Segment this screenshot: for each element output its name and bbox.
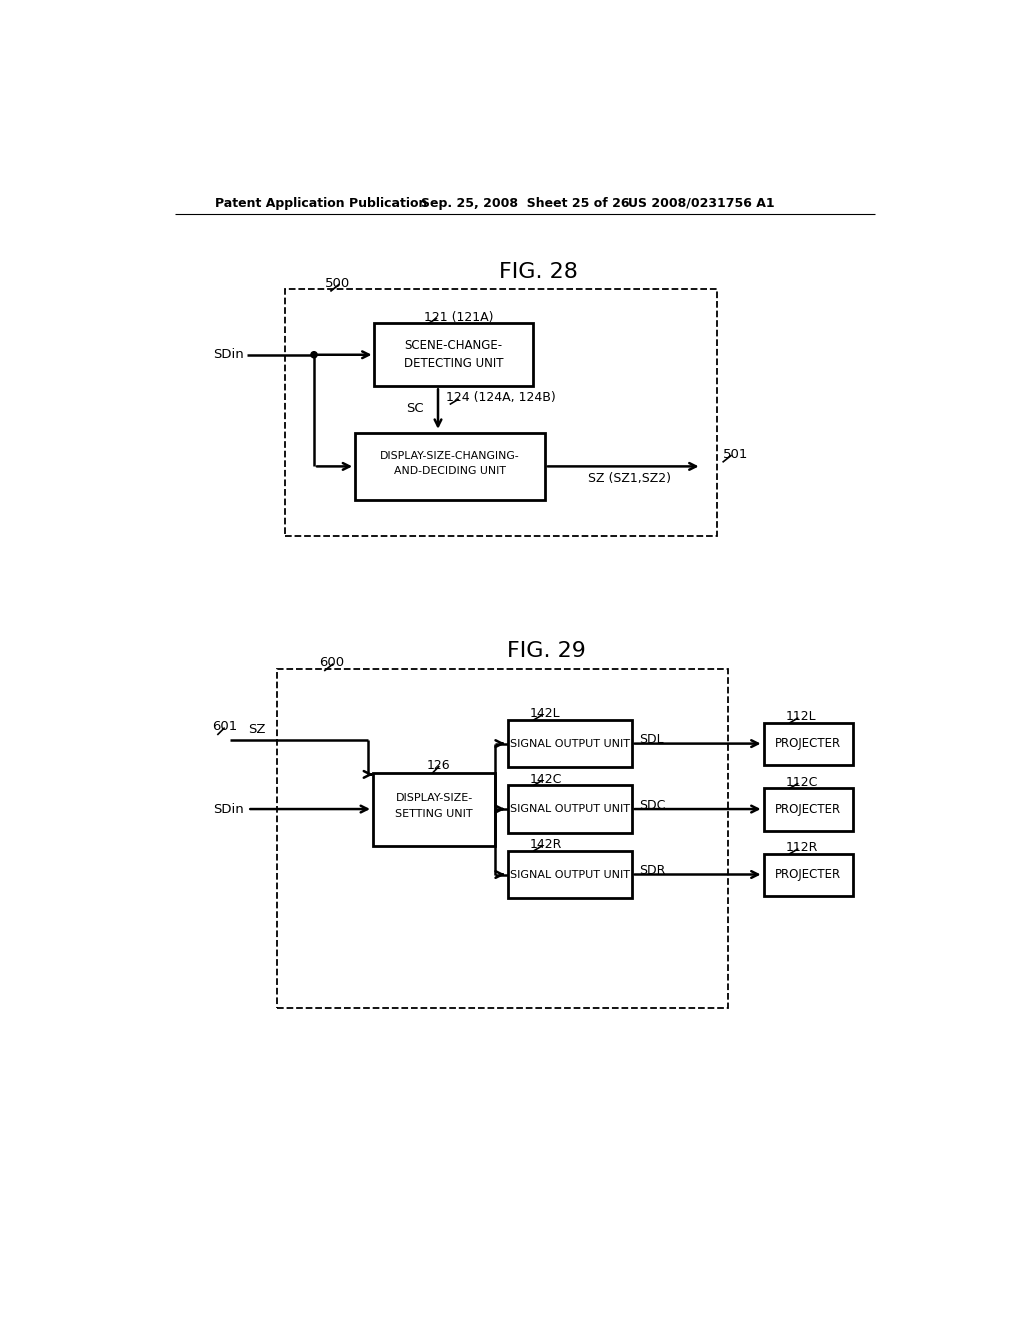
Text: SZ: SZ — [248, 723, 265, 737]
Text: 601: 601 — [212, 721, 237, 733]
Text: 121 (121A): 121 (121A) — [424, 310, 494, 323]
Text: SCENE-CHANGE-: SCENE-CHANGE- — [404, 339, 503, 352]
Text: AND-DECIDING UNIT: AND-DECIDING UNIT — [393, 466, 506, 477]
Text: 124 (124A, 124B): 124 (124A, 124B) — [445, 391, 555, 404]
Text: DISPLAY-SIZE-: DISPLAY-SIZE- — [395, 793, 473, 804]
Text: SETTING UNIT: SETTING UNIT — [395, 809, 473, 818]
Text: DISPLAY-SIZE-CHANGING-: DISPLAY-SIZE-CHANGING- — [380, 450, 519, 461]
Text: SDL: SDL — [640, 733, 665, 746]
Text: DETECTING UNIT: DETECTING UNIT — [403, 358, 503, 371]
Bar — [375, 323, 534, 387]
Text: Patent Application Publication: Patent Application Publication — [215, 197, 427, 210]
Text: PROJECTER: PROJECTER — [774, 869, 841, 880]
Text: FIG. 29: FIG. 29 — [507, 642, 586, 661]
Text: US 2008/0231756 A1: US 2008/0231756 A1 — [628, 197, 774, 210]
Text: SIGNAL OUTPUT UNIT: SIGNAL OUTPUT UNIT — [510, 870, 630, 879]
Text: SDin: SDin — [213, 803, 245, 816]
Bar — [764, 788, 853, 830]
Text: 500: 500 — [325, 277, 350, 289]
Text: SC: SC — [407, 403, 424, 416]
Text: Sep. 25, 2008  Sheet 25 of 26: Sep. 25, 2008 Sheet 25 of 26 — [421, 197, 630, 210]
Bar — [355, 433, 545, 500]
Text: SDR: SDR — [640, 865, 666, 878]
Text: 501: 501 — [723, 447, 749, 461]
Text: 112R: 112R — [785, 841, 817, 854]
Bar — [508, 850, 632, 899]
Bar — [276, 669, 728, 1007]
Bar — [373, 774, 496, 846]
Bar — [508, 719, 632, 767]
Text: 600: 600 — [318, 656, 344, 669]
Text: SZ (SZ1,SZ2): SZ (SZ1,SZ2) — [588, 473, 671, 486]
Bar — [764, 723, 853, 766]
Text: SDin: SDin — [213, 348, 245, 362]
Text: SIGNAL OUTPUT UNIT: SIGNAL OUTPUT UNIT — [510, 739, 630, 748]
Text: SIGNAL OUTPUT UNIT: SIGNAL OUTPUT UNIT — [510, 804, 630, 814]
Bar — [285, 289, 717, 536]
Text: 112L: 112L — [785, 710, 816, 723]
Text: 126: 126 — [426, 759, 450, 772]
Text: FIG. 28: FIG. 28 — [500, 263, 579, 282]
Text: 142C: 142C — [529, 772, 562, 785]
Text: 142L: 142L — [529, 708, 560, 721]
Text: PROJECTER: PROJECTER — [774, 737, 841, 750]
Circle shape — [311, 351, 317, 358]
Bar — [508, 785, 632, 833]
Text: SDC: SDC — [640, 799, 666, 812]
Text: PROJECTER: PROJECTER — [774, 803, 841, 816]
Bar — [764, 854, 853, 896]
Text: 112C: 112C — [785, 776, 817, 788]
Text: 142R: 142R — [529, 838, 562, 851]
